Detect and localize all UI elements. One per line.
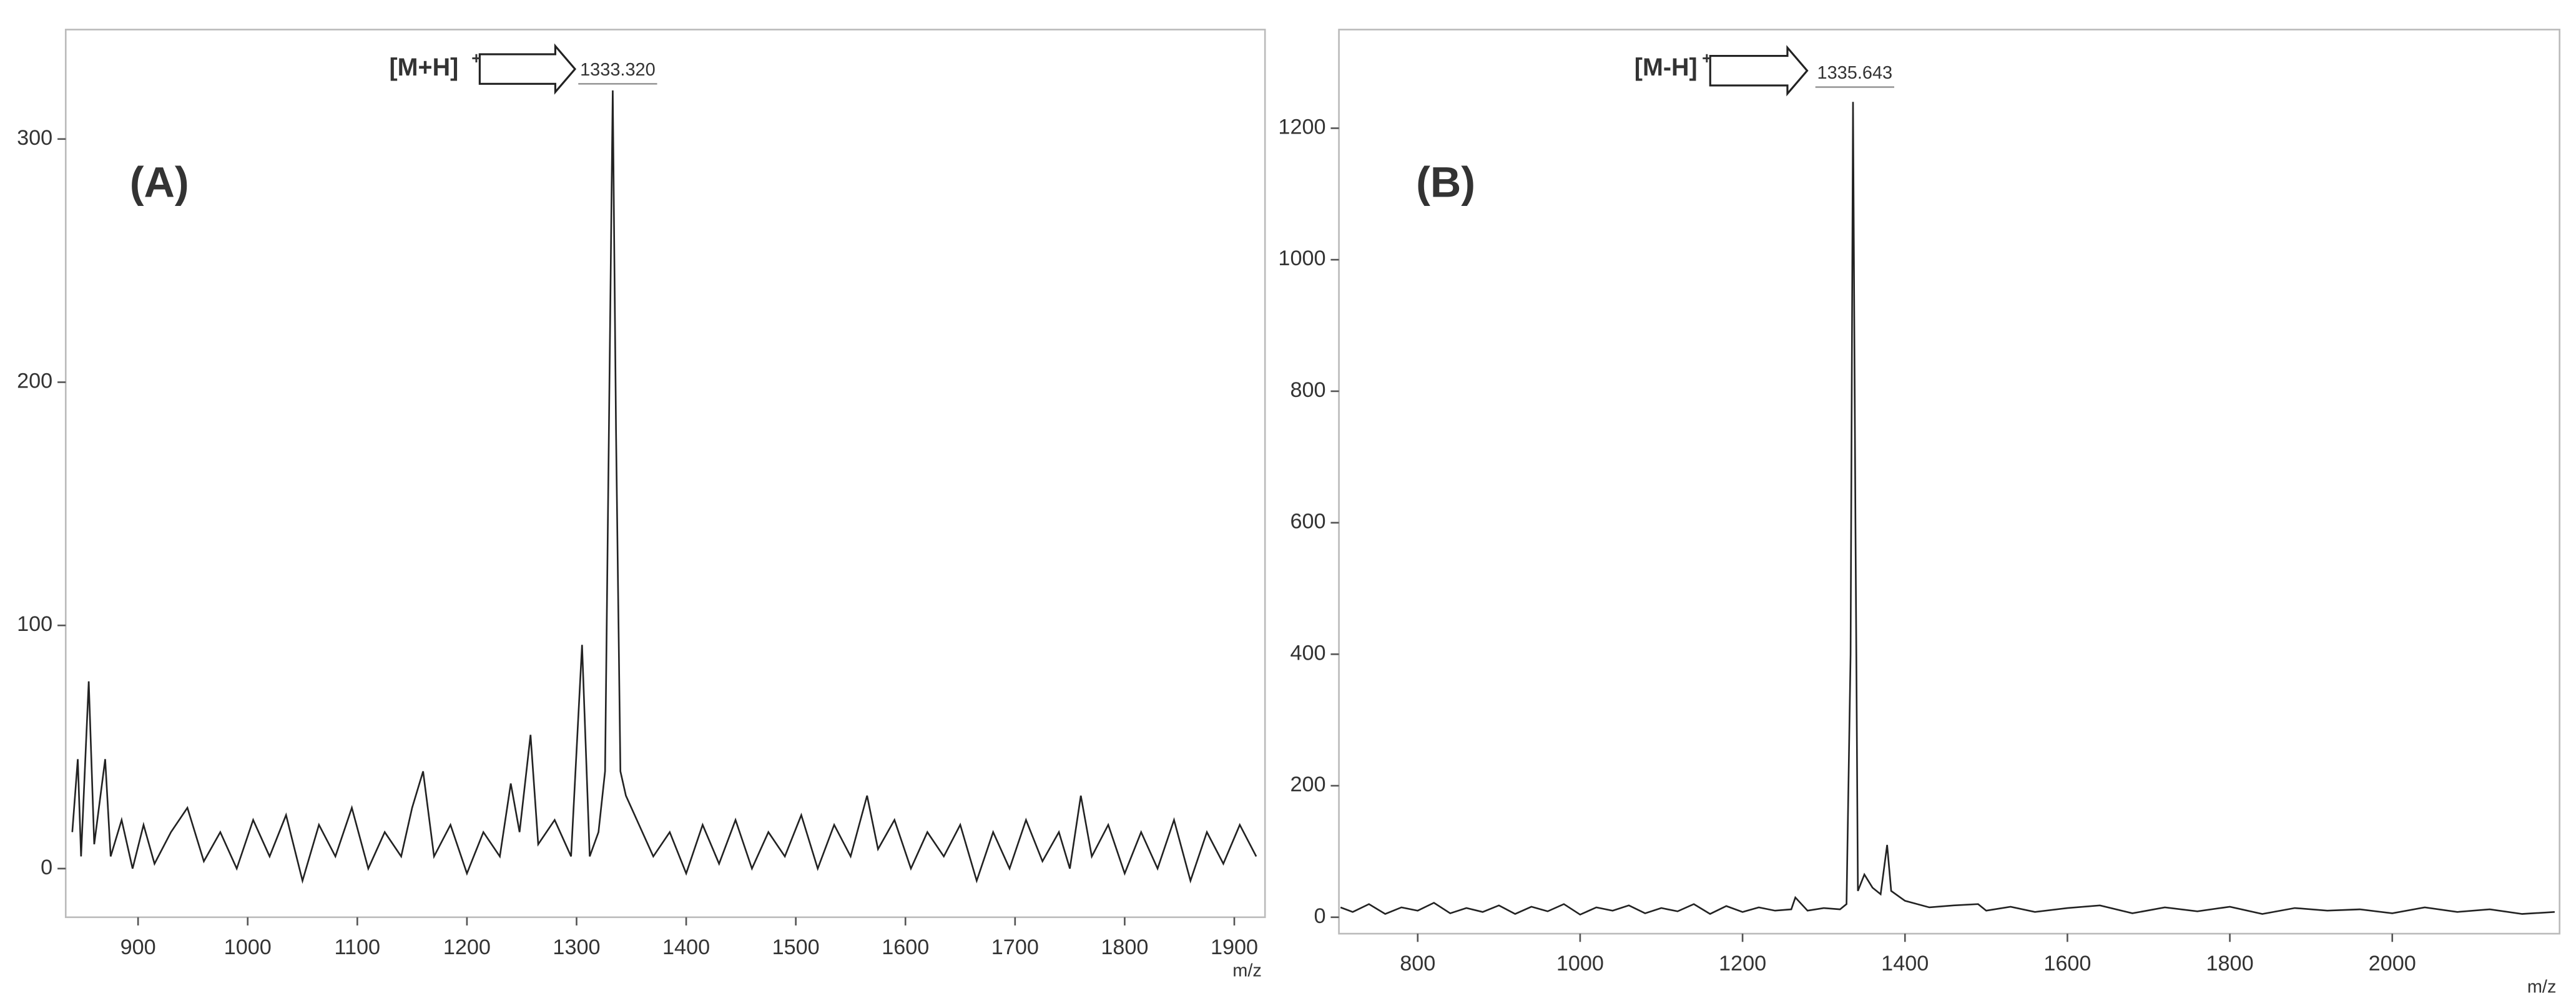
x-tick-label: 1600	[2043, 952, 2091, 975]
annotation-arrow	[1709, 45, 1809, 97]
x-tick-label: 1000	[1556, 952, 1604, 975]
plot-frame	[1338, 29, 2561, 935]
x-tick-label: 800	[1400, 952, 1435, 975]
x-tick-label: 1200	[443, 935, 491, 959]
annotation-superscript: +	[1702, 49, 1711, 67]
plot-frame	[64, 29, 1266, 919]
annotation-arrow	[478, 43, 577, 95]
x-axis-label: m/z	[1232, 960, 1262, 980]
x-axis-label: m/z	[2527, 977, 2557, 997]
panel-label: (A)	[130, 159, 189, 207]
x-tick-label: 1500	[772, 935, 820, 959]
annotation-text: [M+H]	[390, 54, 459, 81]
y-tick-label: 400	[1290, 641, 1325, 665]
y-tick-label: 1200	[1278, 115, 1325, 139]
y-tick-label: 200	[1290, 773, 1325, 796]
x-tick-label: 1300	[553, 935, 600, 959]
panel-label: (B)	[1416, 159, 1475, 207]
x-tick-label: 1000	[224, 935, 272, 959]
x-tick-label: 1200	[1719, 952, 1766, 975]
annotation-superscript: +	[471, 49, 481, 67]
y-tick-label: 300	[17, 126, 52, 150]
x-tick-label: 2000	[2369, 952, 2416, 975]
x-tick-label: 1400	[662, 935, 710, 959]
x-tick-label: 1100	[335, 935, 381, 959]
x-tick-label: 1800	[2206, 952, 2254, 975]
y-tick-label: 600	[1290, 510, 1325, 534]
y-tick-label: 800	[1290, 378, 1325, 402]
y-tick-label: 1000	[1278, 247, 1325, 270]
x-tick-label: 1400	[1881, 952, 1929, 975]
y-tick-label: 100	[17, 612, 52, 636]
x-tick-label: 1800	[1101, 935, 1148, 959]
spectrum-line	[1340, 102, 2555, 916]
y-tick-label: 200	[17, 369, 52, 393]
x-tick-label: 1700	[991, 935, 1039, 959]
y-tick-label: 0	[1314, 904, 1325, 928]
peak-label: 1333.320	[580, 60, 656, 80]
spectrum-line	[71, 90, 1257, 884]
annotation-text: [M-H]	[1635, 54, 1698, 81]
y-tick-label: 0	[41, 856, 52, 879]
peak-label: 1335.643	[1817, 63, 1893, 83]
x-tick-label: 1600	[882, 935, 929, 959]
x-tick-label: 1900	[1211, 935, 1258, 959]
x-tick-label: 900	[120, 935, 156, 959]
